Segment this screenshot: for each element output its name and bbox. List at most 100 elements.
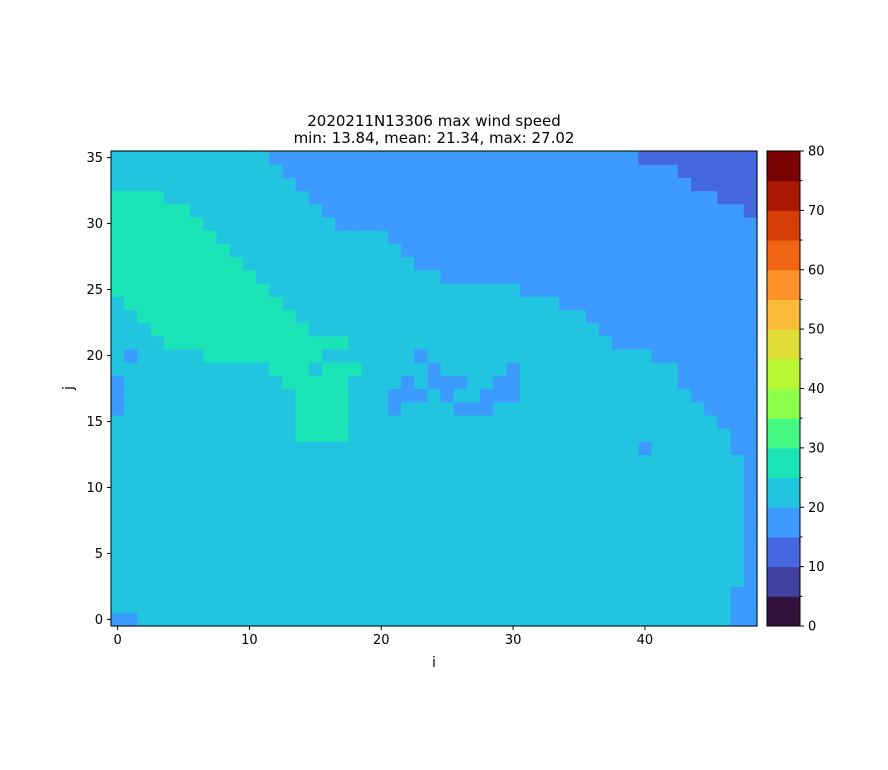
- heatmap-cell: [295, 256, 310, 271]
- heatmap-cell: [256, 441, 270, 456]
- heatmap-cell: [677, 586, 692, 601]
- heatmap-cell: [190, 546, 204, 561]
- heatmap-cell: [335, 414, 349, 429]
- heatmap-cell: [216, 428, 231, 442]
- heatmap-cell: [401, 216, 415, 231]
- heatmap-cell: [453, 414, 468, 429]
- heatmap-cell: [638, 494, 653, 508]
- heatmap-cell: [150, 216, 165, 231]
- heatmap-cell: [190, 164, 204, 178]
- heatmap-cell: [546, 507, 560, 522]
- heatmap-cell: [743, 256, 758, 271]
- heatmap-cell: [519, 348, 534, 363]
- heatmap-cell: [638, 269, 653, 284]
- heatmap-cell: [387, 401, 402, 416]
- heatmap-cell: [585, 335, 600, 350]
- heatmap-cell: [717, 309, 732, 324]
- heatmap-cell: [625, 309, 639, 324]
- heatmap-cell: [150, 480, 165, 495]
- heatmap-cell: [480, 507, 494, 522]
- heatmap-cell: [519, 388, 534, 403]
- heatmap-cell: [664, 533, 679, 548]
- heatmap-cell: [163, 388, 178, 403]
- heatmap-cell: [572, 401, 587, 416]
- heatmap-cell: [677, 151, 692, 165]
- heatmap-cell: [585, 533, 600, 548]
- heatmap-cell: [242, 401, 257, 416]
- heatmap-cell: [401, 388, 415, 403]
- heatmap-cell: [137, 494, 152, 508]
- heatmap-cell: [691, 401, 705, 416]
- heatmap-cell: [308, 177, 323, 192]
- heatmap-cell: [585, 467, 600, 482]
- heatmap-cell: [374, 612, 389, 627]
- heatmap-cell: [532, 546, 547, 561]
- heatmap-cell: [466, 177, 481, 192]
- heatmap-cell: [111, 560, 125, 574]
- heatmap-cell: [269, 599, 283, 614]
- heatmap-cell: [704, 164, 719, 178]
- heatmap-cell: [374, 296, 389, 310]
- heatmap-cell: [111, 230, 125, 244]
- heatmap-cell: [427, 520, 442, 535]
- heatmap-cell: [282, 230, 297, 244]
- heatmap-cell: [717, 269, 732, 284]
- heatmap-cell: [519, 546, 534, 561]
- heatmap-cell: [572, 269, 587, 284]
- heatmap-cell: [137, 560, 152, 574]
- heatmap-cell: [651, 520, 666, 535]
- heatmap-cell: [638, 414, 653, 429]
- heatmap-cell: [374, 243, 389, 258]
- heatmap-cell: [506, 428, 521, 442]
- heatmap-cell: [717, 190, 732, 205]
- heatmap-cell: [598, 164, 613, 178]
- heatmap-cell: [269, 533, 283, 548]
- heatmap-cell: [295, 467, 310, 482]
- heatmap-cell: [137, 375, 152, 390]
- heatmap-cell: [572, 520, 587, 535]
- heatmap-cell: [453, 599, 468, 614]
- heatmap-cell: [374, 520, 389, 535]
- heatmap-cell: [559, 335, 574, 350]
- heatmap-cell: [216, 560, 231, 574]
- heatmap-cell: [559, 401, 574, 416]
- heatmap-cell: [625, 375, 639, 390]
- heatmap-cell: [625, 151, 639, 165]
- heatmap-cell: [466, 190, 481, 205]
- heatmap-cell: [717, 573, 732, 588]
- heatmap-cell: [348, 546, 363, 561]
- heatmap-cell: [269, 454, 283, 469]
- heatmap-cell: [203, 520, 218, 535]
- heatmap-cell: [638, 216, 653, 231]
- heatmap-cell: [401, 428, 415, 442]
- heatmap-cell: [453, 612, 468, 627]
- heatmap-cell: [493, 533, 508, 548]
- heatmap-cell: [111, 282, 125, 297]
- heatmap-cell: [506, 375, 521, 390]
- heatmap-cell: [374, 335, 389, 350]
- heatmap-cell: [598, 256, 613, 271]
- heatmap-cell: [137, 599, 152, 614]
- x-tick-label: 0: [113, 633, 121, 648]
- heatmap-cell: [111, 256, 125, 271]
- heatmap-cell: [190, 177, 204, 192]
- heatmap-cell: [493, 151, 508, 165]
- heatmap-cell: [256, 573, 270, 588]
- heatmap-cell: [124, 414, 138, 429]
- heatmap-cell: [493, 309, 508, 324]
- heatmap-cell: [374, 230, 389, 244]
- heatmap-cell: [124, 203, 138, 218]
- heatmap-cell: [546, 296, 560, 310]
- heatmap-cell: [242, 322, 257, 337]
- heatmap-cell: [269, 507, 283, 522]
- heatmap-cell: [414, 243, 428, 258]
- heatmap-cell: [532, 348, 547, 363]
- heatmap-cell: [150, 230, 165, 244]
- heatmap-cell: [651, 441, 666, 456]
- heatmap-cell: [256, 269, 270, 284]
- heatmap-cell: [256, 401, 270, 416]
- heatmap-cell: [598, 428, 613, 442]
- heatmap-cell: [176, 507, 191, 522]
- colorbar-bin: [767, 269, 800, 300]
- heatmap-cell: [111, 520, 125, 535]
